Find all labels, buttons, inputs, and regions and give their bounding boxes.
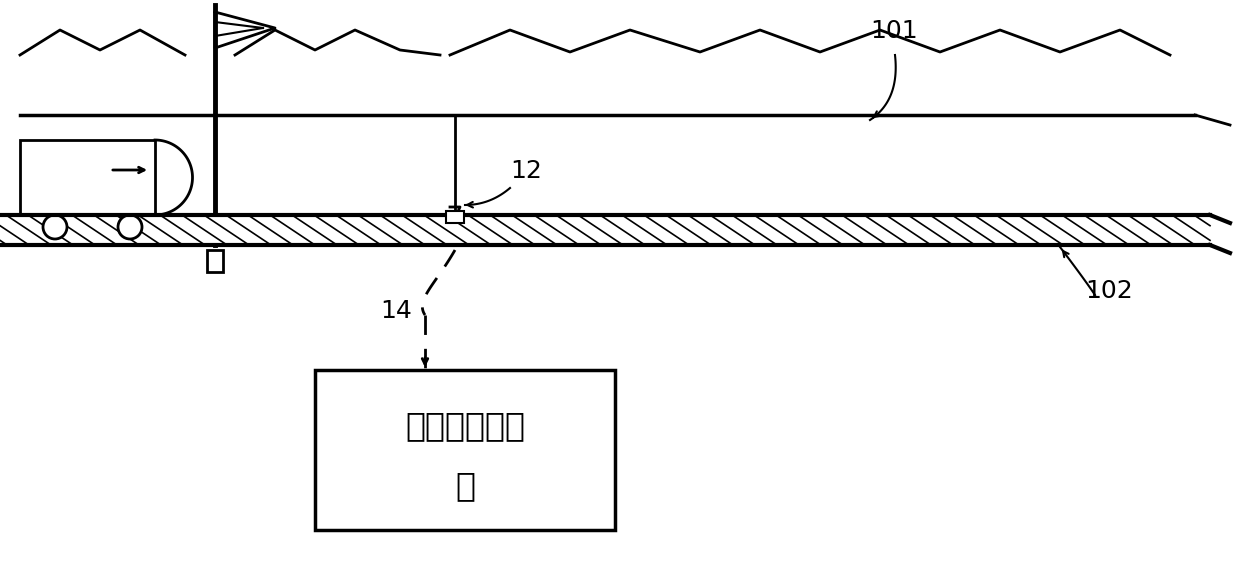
Bar (446, 211, 464, 223)
Text: 12: 12 (510, 159, 542, 183)
Bar (20, 140, 155, 215)
Circle shape (118, 215, 143, 239)
Text: 置: 置 (455, 469, 475, 502)
Bar (315, 370, 615, 530)
Bar (0, 215, 1210, 245)
Text: 101: 101 (870, 19, 918, 43)
Text: 102: 102 (1085, 279, 1133, 303)
Bar (207, 250, 223, 272)
Text: 11: 11 (320, 508, 352, 532)
Text: 14: 14 (379, 299, 412, 323)
Text: 地面过分相装: 地面过分相装 (405, 409, 525, 443)
Circle shape (43, 215, 67, 239)
